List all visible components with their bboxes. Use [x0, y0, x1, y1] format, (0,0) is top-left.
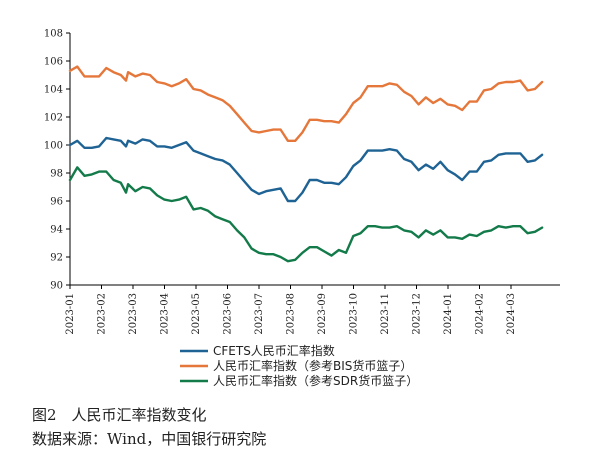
x-tick-label: 2023-06 — [223, 293, 234, 335]
x-tick-label: 2023-07 — [254, 293, 265, 335]
x-tick-label: 2023-04 — [160, 293, 171, 335]
x-tick-label: 2024-01 — [443, 293, 454, 335]
x-tick-label: 2024-02 — [475, 293, 486, 335]
series-line-2 — [68, 65, 544, 143]
y-tick-label: 104 — [44, 85, 63, 96]
exchange-rate-chart: 90 92 94 96 98 100 102 104 106 108 2023-01 2023-02… — [44, 29, 560, 388]
x-tick-label: 2023-08 — [286, 293, 297, 335]
x-tick-label: 2023-12 — [412, 293, 423, 335]
y-tick-label: 92 — [50, 253, 63, 264]
y-tick-label: 90 — [50, 281, 63, 292]
y-tick-label: 96 — [50, 197, 63, 208]
y-tick-label: 102 — [44, 113, 63, 124]
y-tick-label: 100 — [44, 141, 63, 152]
series-layer — [68, 65, 544, 263]
y-tick-label: 98 — [50, 169, 63, 180]
y-tick-label: 108 — [44, 29, 63, 40]
x-tick-label: 2023-05 — [191, 293, 202, 335]
y-axis: 90 92 94 96 98 100 102 104 106 108 — [44, 29, 71, 292]
figure-caption-source: 数据来源：Wind，中国银行研究院 — [32, 430, 267, 448]
x-tick-label: 2023-11 — [380, 293, 391, 335]
y-tick-label: 94 — [50, 225, 63, 236]
legend-label-3: 人民币汇率指数（参考SDR货币篮子） — [213, 373, 418, 388]
x-tick-label: 2024-03 — [506, 293, 517, 335]
x-tick-label: 2023-02 — [97, 293, 108, 335]
legend-label-2: 人民币汇率指数（参考BIS货币篮子） — [213, 358, 412, 373]
x-tick-label: 2023-01 — [65, 293, 76, 335]
x-axis: 2023-01 2023-02 2023-03 2023-04 2023-05 2023-… — [65, 284, 560, 335]
figure-caption-title: 图2 人民币汇率指数变化 — [32, 406, 207, 424]
y-tick-label: 106 — [44, 57, 63, 68]
legend-label-1: CFETS人民币汇率指数 — [213, 343, 335, 358]
x-tick-label: 2023-03 — [128, 293, 139, 335]
legend: CFETS人民币汇率指数人民币汇率指数（参考BIS货币篮子）人民币汇率指数（参考… — [180, 343, 418, 388]
x-tick-label: 2023-09 — [317, 293, 328, 335]
series-line-3 — [68, 166, 544, 263]
series-line-1 — [68, 136, 544, 203]
x-tick-label: 2023-10 — [349, 293, 360, 335]
